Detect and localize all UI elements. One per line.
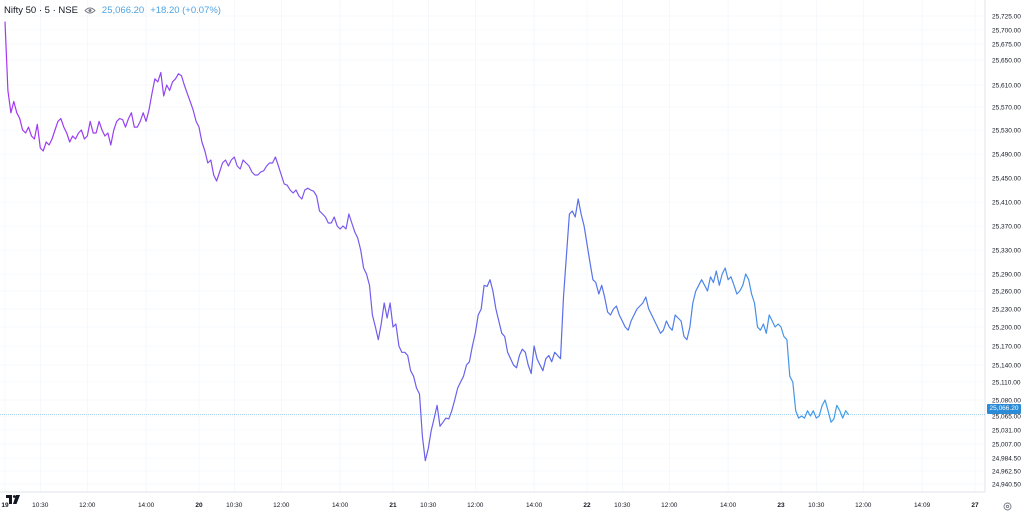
tradingview-logo-icon bbox=[6, 495, 20, 504]
price-tick-label: 25,675.00 bbox=[992, 41, 1021, 48]
price-tick-label: 25,450.00 bbox=[992, 175, 1021, 182]
price-tick-label: 25,410.00 bbox=[992, 199, 1021, 206]
time-tick-label: 12:00 bbox=[661, 502, 678, 509]
time-tick-label: 14:00 bbox=[526, 502, 543, 509]
last-price-label: 25,066.20 bbox=[987, 404, 1021, 414]
price-tick-label: 25,110.00 bbox=[992, 379, 1021, 386]
price-tick-label: 25,490.00 bbox=[992, 151, 1021, 158]
time-tick-label: 27 bbox=[971, 502, 979, 509]
chart-header: Nifty 50 · 5 · NSE 25,066.20 +18.20 (+0.… bbox=[4, 3, 221, 17]
price-line bbox=[4, 21, 850, 462]
price-tick-label: 24,962.50 bbox=[992, 468, 1021, 475]
price-tick-label: 25,610.00 bbox=[992, 82, 1021, 89]
time-tick-label: 14:00 bbox=[720, 502, 737, 509]
time-tick-label: 19 bbox=[1, 502, 9, 509]
eye-icon[interactable] bbox=[84, 6, 96, 15]
time-tick-label: 10:30 bbox=[226, 502, 243, 509]
settings-icon[interactable] bbox=[1003, 502, 1012, 511]
price-tick-label: 25,007.00 bbox=[992, 441, 1021, 448]
price-tick-label: 25,570.00 bbox=[992, 104, 1021, 111]
time-tick-label: 14:00 bbox=[138, 502, 155, 509]
time-tick-label: 14:00 bbox=[332, 502, 349, 509]
time-tick-label: 23 bbox=[777, 502, 785, 509]
price-tick-label: 25,290.00 bbox=[992, 271, 1021, 278]
price-tick-label: 25,260.00 bbox=[992, 288, 1021, 295]
time-tick-label: 10:30 bbox=[32, 502, 49, 509]
price-tick-label: 25,700.00 bbox=[992, 27, 1021, 34]
time-tick-label: 10:30 bbox=[420, 502, 437, 509]
price-tick-label: 25,230.00 bbox=[992, 306, 1021, 313]
time-tick-label: 10:30 bbox=[808, 502, 825, 509]
time-tick-label: 12:00 bbox=[79, 502, 96, 509]
grid bbox=[0, 0, 985, 492]
price-tick-label: 25,080.00 bbox=[992, 397, 1021, 404]
price-tick-label: 25,650.00 bbox=[992, 57, 1021, 64]
price-axis: 25,725.00 25,700.00 25,675.00 25,650.00 25,6… bbox=[992, 13, 1021, 488]
symbol-title[interactable]: Nifty 50 · 5 · NSE bbox=[4, 4, 78, 16]
time-axis: 19 10:30 12:00 14:00 20 10:30 12:00 14:00 21 10:3… bbox=[1, 502, 979, 509]
time-tick-label: 21 bbox=[389, 502, 397, 509]
time-tick-label: 12:00 bbox=[467, 502, 484, 509]
price-change-value: +18.20 (+0.07%) bbox=[150, 4, 221, 16]
time-tick-label: 22 bbox=[583, 502, 591, 509]
time-tick-label: 14:09 bbox=[914, 502, 931, 509]
price-tick-label: 25,031.00 bbox=[992, 427, 1021, 434]
price-tick-label: 25,530.00 bbox=[992, 127, 1021, 134]
price-tick-label: 25,170.00 bbox=[992, 343, 1021, 350]
price-tick-label: 25,370.00 bbox=[992, 223, 1021, 230]
time-tick-label: 20 bbox=[195, 502, 203, 509]
time-tick-label: 12:00 bbox=[273, 502, 290, 509]
last-price-value: 25,066.20 bbox=[101, 4, 145, 16]
price-tick-label: 25,140.00 bbox=[992, 362, 1021, 369]
price-tick-label: 24,940.50 bbox=[992, 481, 1021, 488]
time-tick-label: 12:00 bbox=[855, 502, 872, 509]
price-tick-label: 24,984.50 bbox=[992, 455, 1021, 462]
price-tick-label: 25,330.00 bbox=[992, 247, 1021, 254]
price-tick-label: 25,065.00 bbox=[992, 413, 1021, 420]
time-tick-label: 10:30 bbox=[614, 502, 631, 509]
price-tick-label: 25,200.00 bbox=[992, 324, 1021, 331]
price-tick-label: 25,725.00 bbox=[992, 13, 1021, 20]
